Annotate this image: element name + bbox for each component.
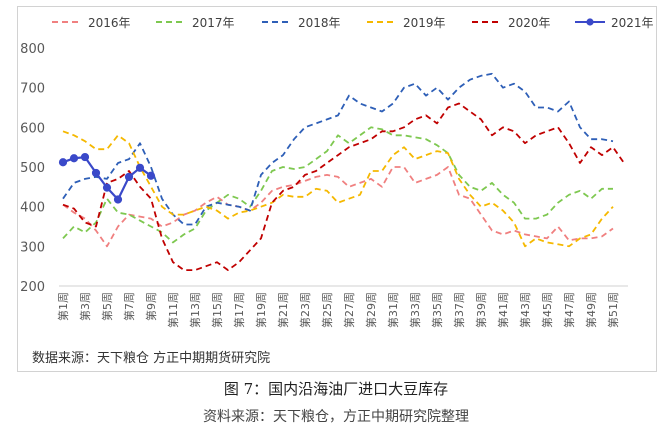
x-tick-label: 第41周: [496, 292, 510, 328]
series-line-2019年: [62, 130, 614, 248]
x-tick-label: 第51周: [606, 292, 620, 328]
x-tick-label: 第23周: [298, 292, 312, 328]
x-tick-label: 第5周: [100, 292, 114, 321]
legend-label-2018年: 2018年: [298, 16, 341, 30]
x-tick-label: 第39周: [474, 292, 488, 328]
series-point-2021年: [102, 183, 112, 192]
figure-caption: 图 7：国内沿海油厂进口大豆库存: [223, 380, 449, 398]
series-point-2021年: [91, 168, 101, 178]
x-tick-label: 第13周: [188, 292, 202, 328]
legend-label-2017年: 2017年: [192, 16, 235, 30]
series-point-2021年: [69, 154, 79, 163]
series-line-2016年: [62, 166, 614, 248]
x-tick-label: 第49周: [584, 292, 598, 328]
x-tick-label: 第43周: [518, 292, 532, 328]
y-tick-label: 700: [20, 82, 45, 97]
series-point-2021年: [124, 172, 134, 182]
series-point-2021年: [58, 158, 68, 167]
x-tick-label: 第9周: [144, 292, 158, 321]
figure-source: 资料来源：天下粮仓，方正中期研究院整理: [203, 409, 469, 425]
y-tick-label: 600: [20, 121, 45, 136]
x-tick-label: 第11周: [166, 292, 180, 328]
legend-label-2021年: 2021年: [611, 16, 654, 30]
x-tick-label: 第33周: [408, 292, 422, 328]
series-line-2018年: [62, 72, 614, 226]
legend-marker-2021年: [586, 18, 594, 26]
series-point-2021年: [146, 171, 156, 180]
x-tick-label: 第7周: [122, 292, 136, 321]
y-tick-label: 200: [20, 280, 45, 295]
chart-source-note: 数据来源：天下粮仓 方正中期期货研究院: [32, 351, 271, 366]
legend-label-2019年: 2019年: [403, 16, 446, 30]
series-point-2021年: [135, 163, 145, 172]
x-tick-label: 第25周: [320, 292, 334, 328]
x-tick-label: 第3周: [78, 292, 92, 321]
x-tick-label: 第17周: [232, 292, 246, 328]
x-tick-label: 第35周: [430, 292, 444, 328]
x-tick-label: 第27周: [342, 292, 356, 328]
x-tick-label: 第15周: [210, 292, 224, 328]
y-tick-label: 800: [20, 42, 45, 57]
y-tick-label: 400: [20, 201, 45, 216]
x-tick-label: 第1周: [56, 292, 70, 321]
x-tick-label: 第29周: [364, 292, 378, 328]
series-line-2017年: [62, 126, 613, 244]
series-point-2021年: [113, 195, 123, 204]
x-tick-label: 第37周: [452, 292, 466, 328]
x-tick-label: 第47周: [562, 292, 576, 328]
legend-label-2020年: 2020年: [508, 16, 551, 30]
legend-label-2016年: 2016年: [88, 16, 131, 30]
x-tick-label: 第19周: [254, 292, 268, 328]
series-line-2020年: [62, 102, 625, 272]
x-tick-label: 第45周: [540, 292, 554, 328]
series-point-2021年: [80, 152, 90, 162]
x-tick-label: 第21周: [276, 292, 290, 328]
x-tick-label: 第31周: [386, 292, 400, 328]
y-tick-label: 500: [20, 161, 45, 176]
y-tick-label: 300: [20, 240, 45, 255]
